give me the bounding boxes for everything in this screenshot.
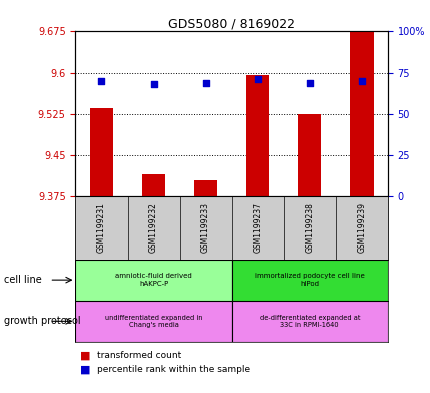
Text: GSM1199238: GSM1199238 <box>304 202 313 253</box>
Bar <box>246 75 269 196</box>
Text: undifferentiated expanded in
Chang's media: undifferentiated expanded in Chang's med… <box>104 314 202 328</box>
Text: ■: ■ <box>80 364 90 375</box>
Bar <box>75 301 231 342</box>
Text: GSM1199231: GSM1199231 <box>97 202 106 253</box>
Text: immortalized podocyte cell line
hIPod: immortalized podocyte cell line hIPod <box>254 274 364 287</box>
Bar <box>89 108 113 196</box>
Bar <box>194 180 217 196</box>
Bar <box>231 259 387 301</box>
Text: de-differentiated expanded at
33C in RPMI-1640: de-differentiated expanded at 33C in RPM… <box>259 314 359 328</box>
Text: ■: ■ <box>80 351 90 361</box>
Point <box>306 79 313 86</box>
Point <box>358 78 365 84</box>
Text: GSM1199232: GSM1199232 <box>149 202 158 253</box>
Text: GSM1199237: GSM1199237 <box>252 202 261 253</box>
Text: cell line: cell line <box>4 275 42 285</box>
Point <box>254 76 261 83</box>
Bar <box>349 31 373 196</box>
Title: GDS5080 / 8169022: GDS5080 / 8169022 <box>168 17 295 30</box>
Point <box>98 78 104 84</box>
Text: GSM1199239: GSM1199239 <box>356 202 366 253</box>
Text: percentile rank within the sample: percentile rank within the sample <box>97 365 249 374</box>
Point <box>202 79 209 86</box>
Text: growth protocol: growth protocol <box>4 316 81 326</box>
Bar <box>141 174 165 196</box>
Bar <box>75 259 231 301</box>
Bar <box>298 114 321 196</box>
Text: transformed count: transformed count <box>97 351 181 360</box>
Bar <box>231 301 387 342</box>
Text: GSM1199233: GSM1199233 <box>201 202 210 253</box>
Point <box>150 81 157 87</box>
Text: amniotic-fluid derived
hAKPC-P: amniotic-fluid derived hAKPC-P <box>115 274 191 287</box>
